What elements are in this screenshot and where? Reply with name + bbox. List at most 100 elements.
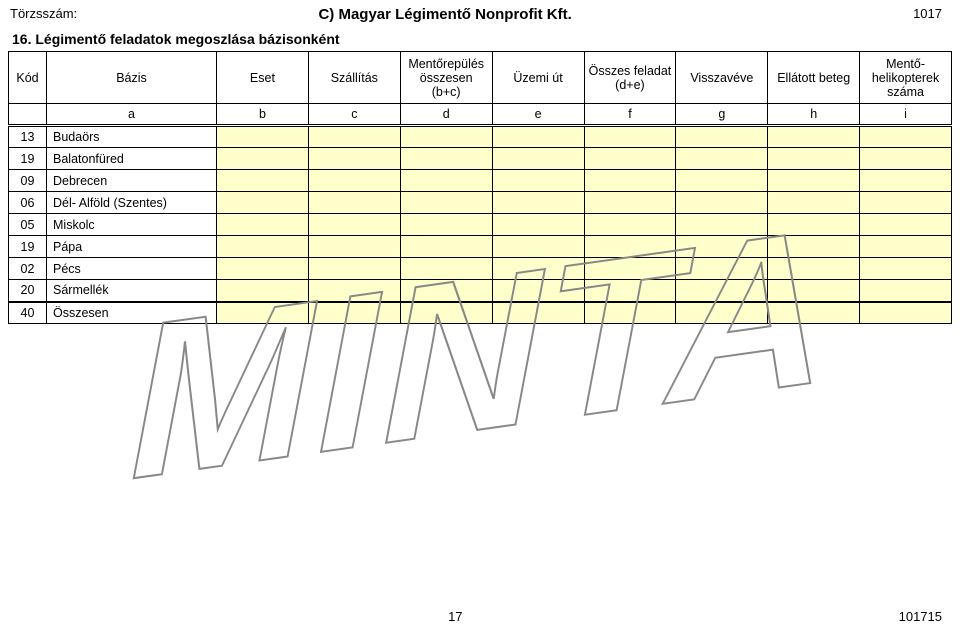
cell-value — [584, 236, 676, 258]
th-heli-szama: Mentő-helikopterek száma — [860, 52, 952, 104]
cell-value — [676, 258, 768, 280]
cell-kod: 02 — [9, 258, 47, 280]
cell-value — [308, 236, 400, 258]
th-uzemi-ut: Üzemi út — [492, 52, 584, 104]
letter-g: g — [676, 104, 768, 126]
th-eset: Eset — [217, 52, 309, 104]
letter-e: e — [492, 104, 584, 126]
cell-kod: 19 — [9, 236, 47, 258]
cell-kod: 06 — [9, 192, 47, 214]
th-mentorepules: Mentőrepülés összesen (b+c) — [400, 52, 492, 104]
cell-value — [492, 126, 584, 148]
cell-value — [584, 280, 676, 302]
footer-right: 101715 — [899, 609, 942, 624]
cell-bazis: Budaörs — [47, 126, 217, 148]
table-row: 09Debrecen — [9, 170, 952, 192]
footer-page: 17 — [12, 609, 899, 624]
table-row: 13Budaörs — [9, 126, 952, 148]
cell-value — [308, 214, 400, 236]
table-row: 19Pápa — [9, 236, 952, 258]
letter-d: d — [400, 104, 492, 126]
table-letter-row: a b c d e f g h i — [9, 104, 952, 126]
letter-b: b — [217, 104, 309, 126]
cell-value — [492, 258, 584, 280]
cell-value — [308, 302, 400, 324]
cell-value — [584, 148, 676, 170]
th-osszes-feladat: Összes feladat (d+e) — [584, 52, 676, 104]
cell-value — [584, 192, 676, 214]
cell-value — [492, 236, 584, 258]
cell-value — [676, 236, 768, 258]
cell-value — [768, 192, 860, 214]
cell-value — [860, 170, 952, 192]
cell-value — [308, 148, 400, 170]
cell-value — [217, 148, 309, 170]
cell-value — [768, 214, 860, 236]
data-table: Kód Bázis Eset Szállítás Mentőrepülés ös… — [8, 51, 952, 324]
cell-value — [308, 170, 400, 192]
cell-value — [584, 302, 676, 324]
cell-value — [860, 236, 952, 258]
cell-value — [217, 192, 309, 214]
cell-value — [768, 148, 860, 170]
letter-blank — [9, 104, 47, 126]
th-szallitas: Szállítás — [308, 52, 400, 104]
header-row: Törzsszám: C) Magyar Légimentő Nonprofit… — [0, 0, 960, 23]
cell-value — [400, 192, 492, 214]
cell-value — [860, 280, 952, 302]
table-row: 19Balatonfüred — [9, 148, 952, 170]
cell-value — [584, 214, 676, 236]
cell-kod: 09 — [9, 170, 47, 192]
cell-value — [217, 126, 309, 148]
cell-value — [676, 192, 768, 214]
letter-c: c — [308, 104, 400, 126]
cell-kod: 05 — [9, 214, 47, 236]
cell-bazis: Miskolc — [47, 214, 217, 236]
cell-value — [676, 148, 768, 170]
cell-value — [217, 214, 309, 236]
table-body: 13Budaörs19Balatonfüred09Debrecen06Dél- … — [9, 126, 952, 324]
cell-value — [492, 214, 584, 236]
table-row: 20Sármellék — [9, 280, 952, 302]
cell-value — [308, 280, 400, 302]
table-header-row: Kód Bázis Eset Szállítás Mentőrepülés ös… — [9, 52, 952, 104]
cell-value — [676, 126, 768, 148]
letter-a: a — [47, 104, 217, 126]
cell-value — [676, 302, 768, 324]
cell-value — [400, 126, 492, 148]
th-kod: Kód — [9, 52, 47, 104]
letter-f: f — [584, 104, 676, 126]
cell-value — [860, 302, 952, 324]
torzsszam-value: 1017 — [913, 6, 942, 21]
cell-value — [768, 126, 860, 148]
cell-value — [400, 280, 492, 302]
cell-value — [676, 280, 768, 302]
cell-value — [492, 148, 584, 170]
cell-value — [400, 302, 492, 324]
cell-kod: 13 — [9, 126, 47, 148]
th-visszaveve: Visszavéve — [676, 52, 768, 104]
cell-value — [217, 258, 309, 280]
cell-value — [492, 280, 584, 302]
cell-value — [584, 258, 676, 280]
cell-bazis: Pécs — [47, 258, 217, 280]
cell-bazis: Pápa — [47, 236, 217, 258]
page-title: C) Magyar Légimentő Nonprofit Kft. — [0, 6, 913, 23]
cell-kod: 20 — [9, 280, 47, 302]
cell-value — [584, 170, 676, 192]
table-row: 05Miskolc — [9, 214, 952, 236]
th-ellatott-beteg: Ellátott beteg — [768, 52, 860, 104]
cell-bazis: Balatonfüred — [47, 148, 217, 170]
th-bazis: Bázis — [47, 52, 217, 104]
cell-value — [308, 126, 400, 148]
cell-value — [860, 214, 952, 236]
cell-value — [492, 192, 584, 214]
cell-bazis: Dél- Alföld (Szentes) — [47, 192, 217, 214]
cell-bazis: Debrecen — [47, 170, 217, 192]
cell-value — [676, 170, 768, 192]
letter-h: h — [768, 104, 860, 126]
table-row: 02Pécs — [9, 258, 952, 280]
cell-value — [400, 258, 492, 280]
cell-value — [400, 236, 492, 258]
section-title: 16. Légimentő feladatok megoszlása bázis… — [0, 23, 960, 51]
